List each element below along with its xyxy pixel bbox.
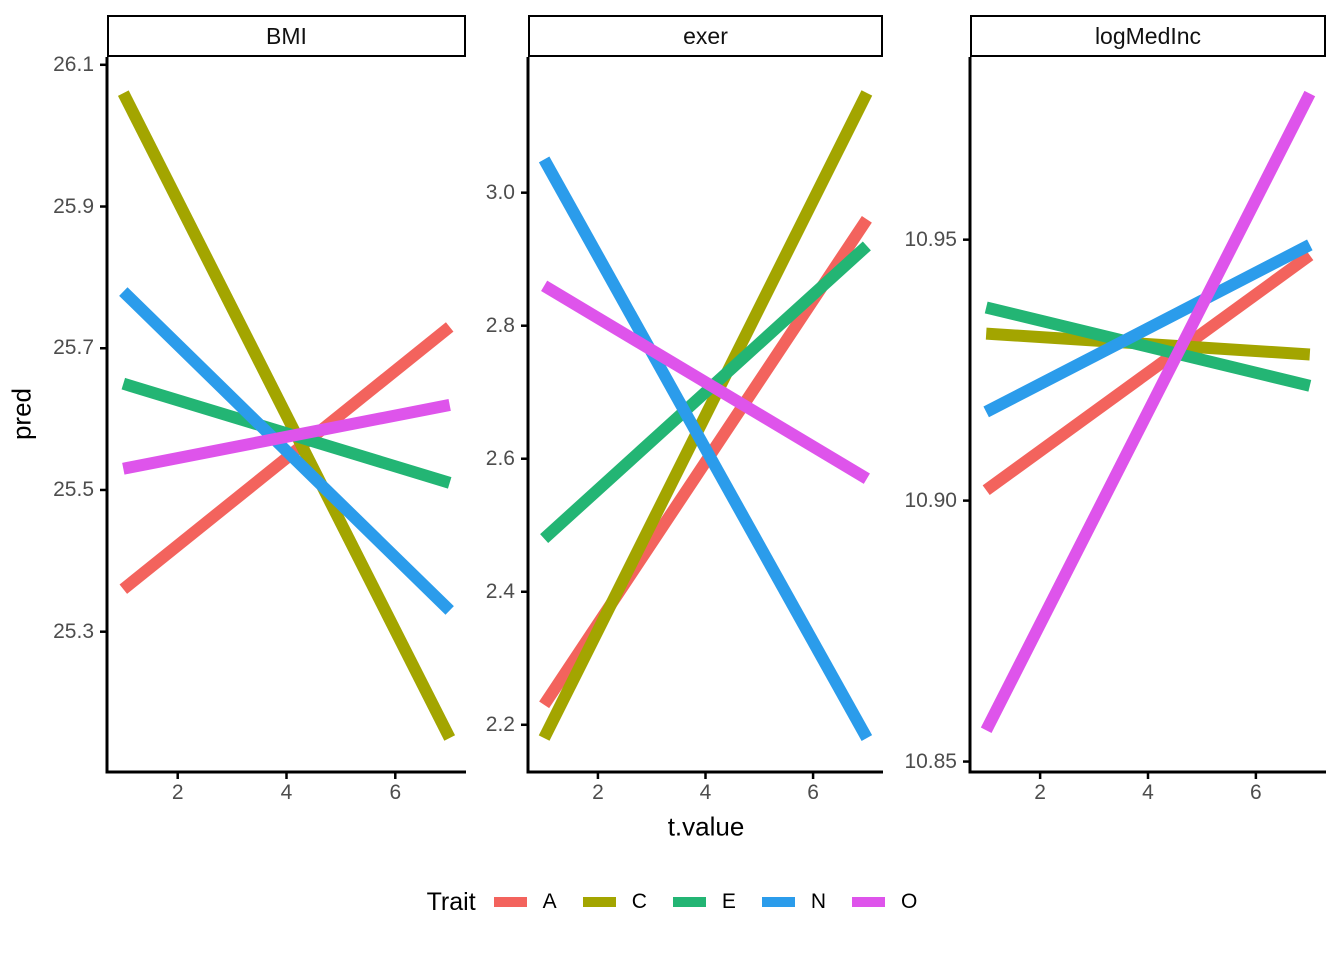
legend-item-n: N (761, 890, 827, 914)
y-tick-label: 10.90 (904, 488, 957, 512)
facet-strip-label: logMedInc (1094, 22, 1202, 49)
legend-swatch-a (493, 897, 527, 907)
series-line-E (984, 301, 1312, 392)
legend-title: Trait (426, 887, 476, 916)
y-tick-label: 25.5 (53, 477, 94, 501)
x-tick-label: 2 (171, 781, 184, 804)
x-tick-label: 6 (807, 781, 819, 804)
legend-label-n: N (810, 890, 827, 913)
x-tick-label: 6 (389, 781, 402, 804)
y-tick-label: 2.4 (485, 579, 515, 603)
legend-swatch-e (672, 897, 706, 907)
x-tick-label: 2 (1034, 781, 1046, 804)
series-line-E (540, 241, 871, 543)
series-line-O (980, 90, 1316, 733)
y-tick-label: 2.6 (485, 446, 515, 470)
series-line-O (541, 280, 870, 484)
series-line-N (119, 287, 454, 615)
series-line-N (983, 239, 1313, 418)
legend: Trait A C E N O (0, 884, 1344, 920)
x-tick-label: 2 (592, 781, 604, 804)
y-tick-label: 2.8 (485, 313, 515, 337)
legend-label-a: A (542, 890, 557, 913)
y-tick-label: 25.3 (53, 619, 94, 643)
legend-swatch-c (582, 897, 616, 907)
facet-strip-exer: exer (528, 15, 883, 57)
legend-swatch-o (852, 897, 886, 907)
series-line-N (538, 156, 873, 742)
series-line-C (538, 90, 873, 741)
x-tick-label: 6 (1250, 781, 1262, 804)
y-tick-label: 26.1 (53, 52, 94, 76)
x-axis-title: t.value (667, 811, 745, 842)
series-line-O (122, 399, 451, 475)
x-tick-label: 4 (699, 781, 712, 804)
facet-strip-bmi: BMI (107, 15, 466, 57)
facet-strip-label: exer (683, 22, 728, 49)
facet-strip-label: BMI (266, 22, 307, 49)
y-tick-label: 3.0 (485, 180, 515, 204)
legend-item-e: E (672, 890, 736, 914)
series-line-A (982, 250, 1314, 496)
legend-item-o: O (852, 890, 917, 914)
legend-label-o: O (901, 890, 918, 913)
legend-item-c: C (582, 890, 647, 914)
y-tick-label: 10.95 (904, 227, 957, 251)
y-tick-label: 25.9 (53, 194, 94, 218)
facet-strip-logmedinc: logMedInc (970, 15, 1326, 57)
x-tick-label: 4 (280, 781, 293, 804)
y-tick-label: 10.85 (904, 749, 957, 773)
y-tick-label: 2.2 (485, 712, 515, 736)
y-tick-label: 25.7 (53, 336, 94, 360)
legend-swatch-n (761, 897, 795, 907)
legend-label-c: C (631, 890, 647, 913)
legend-item-a: A (493, 890, 557, 914)
y-axis-title: pred (6, 387, 37, 441)
x-tick-label: 4 (1142, 781, 1154, 804)
series-line-C (117, 90, 456, 741)
legend-label-e: E (721, 890, 736, 913)
